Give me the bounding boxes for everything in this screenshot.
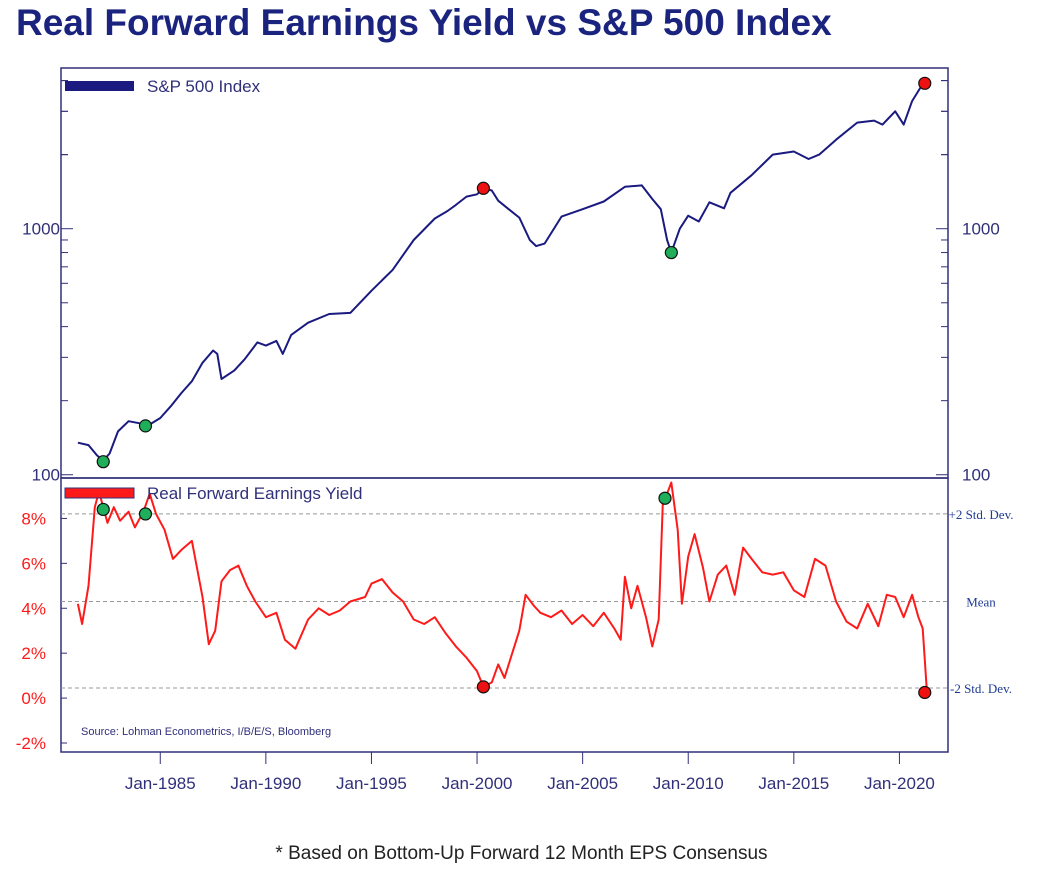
legend-label-sp500: S&P 500 Index: [147, 77, 261, 96]
yield-marker: [476, 680, 490, 694]
top-panel-frame: [60, 67, 949, 479]
x-tick-label: Jan-2000: [442, 774, 513, 793]
legend-swatch-yield: [64, 487, 135, 499]
bottom-panel-frame: [60, 477, 949, 753]
sp500-marker: [664, 245, 678, 260]
y-tick-label-left: 1000: [22, 220, 60, 239]
footnote: * Based on Bottom-Up Forward 12 Month EP…: [275, 843, 768, 864]
yield-marker: [918, 685, 932, 700]
reference-label: +2 Std. Dev.: [949, 507, 1014, 522]
sp500-marker: [138, 419, 153, 433]
chart-title: Real Forward Earnings Yield vs S&P 500 I…: [16, 2, 832, 43]
sp500-marker: [476, 181, 490, 195]
yield-marker: [658, 491, 672, 505]
legend-swatch-sp500: [65, 81, 134, 91]
y-tick-label-right: 100: [962, 466, 990, 485]
x-tick-label: Jan-1995: [336, 774, 407, 793]
x-tick-label: Jan-1985: [125, 774, 196, 793]
source-note: Source: Lohman Econometrics, I/B/E/S, Bl…: [81, 726, 331, 738]
yield-line: [76, 481, 928, 692]
y-tick-label-right: 1000: [962, 220, 1000, 239]
x-tick-label: Jan-2015: [758, 774, 829, 793]
yield-y-tick-label: 4%: [21, 599, 46, 618]
reference-label: Mean: [966, 595, 996, 610]
y-tick-label-left: 100: [32, 466, 60, 485]
legend-label-yield: Real Forward Earnings Yield: [147, 484, 362, 503]
yield-marker: [138, 507, 153, 521]
reference-label: -2 Std. Dev.: [950, 681, 1012, 696]
sp500-marker: [918, 76, 932, 90]
sp500-line: [77, 81, 928, 462]
yield-y-tick-label: 2%: [21, 644, 46, 663]
yield-marker: [96, 502, 110, 517]
sp500-marker: [96, 455, 110, 469]
x-tick-label: Jan-2010: [653, 774, 724, 793]
yield-y-tick-label: 8%: [21, 509, 46, 528]
x-tick-label: Jan-2020: [864, 774, 935, 793]
x-tick-label: Jan-2005: [547, 774, 618, 793]
yield-y-tick-label: 6%: [21, 554, 46, 573]
yield-y-tick-label: 0%: [21, 689, 46, 708]
x-tick-label: Jan-1990: [230, 774, 301, 793]
yield-y-tick-label: -2%: [16, 734, 46, 753]
